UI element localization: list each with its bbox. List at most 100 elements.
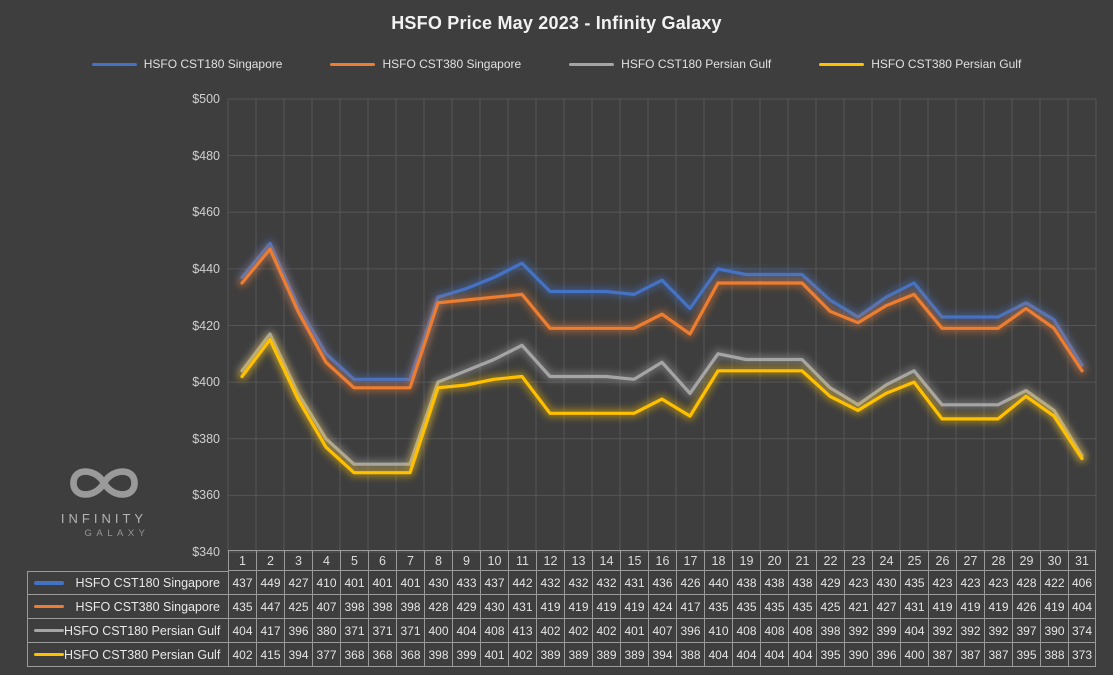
table-value-cell: 438 <box>760 571 788 595</box>
chart-legend: HSFO CST180 Singapore HSFO CST380 Singapo… <box>0 57 1113 71</box>
table-value-cell: 401 <box>368 571 396 595</box>
table-value-cell: 398 <box>368 595 396 619</box>
day-header-cell: 7 <box>396 550 424 571</box>
table-value-cell: 419 <box>1040 595 1068 619</box>
table-value-cell: 431 <box>900 595 928 619</box>
y-axis-tick-label: $360 <box>192 488 220 503</box>
table-value-cell: 389 <box>536 643 564 667</box>
chart-title: HSFO Price May 2023 - Infinity Galaxy <box>391 13 722 33</box>
table-value-cell: 401 <box>620 619 648 643</box>
day-header-cell: 19 <box>732 550 760 571</box>
table-value-cell: 392 <box>844 619 872 643</box>
table-value-cell: 404 <box>732 643 760 667</box>
table-value-cell: 389 <box>564 643 592 667</box>
table-value-cell: 402 <box>536 619 564 643</box>
day-header-cell: 17 <box>676 550 704 571</box>
table-value-cell: 368 <box>396 643 424 667</box>
table-value-cell: 435 <box>788 595 816 619</box>
table-value-cell: 423 <box>844 571 872 595</box>
table-value-cell: 435 <box>732 595 760 619</box>
table-value-cell: 402 <box>508 643 536 667</box>
table-value-cell: 419 <box>592 595 620 619</box>
table-value-cell: 435 <box>760 595 788 619</box>
table-value-cell: 410 <box>704 619 732 643</box>
y-axis-tick-label: $380 <box>192 431 220 446</box>
table-value-cell: 368 <box>340 643 368 667</box>
legend-swatch-line <box>330 62 376 66</box>
table-value-cell: 387 <box>984 643 1012 667</box>
table-value-cell: 425 <box>816 595 844 619</box>
day-header-cell: 13 <box>564 550 592 571</box>
legend-label: HSFO CST380 Singapore <box>382 57 522 71</box>
day-header-cell: 1 <box>228 550 256 571</box>
table-value-cell: 417 <box>256 619 284 643</box>
legend-item: HSFO CST180 Persian Gulf <box>569 57 771 71</box>
table-value-cell: 404 <box>760 643 788 667</box>
table-value-cell: 432 <box>536 571 564 595</box>
table-value-cell: 400 <box>424 619 452 643</box>
day-header-cell: 22 <box>816 550 844 571</box>
table-value-cell: 417 <box>676 595 704 619</box>
table-value-cell: 438 <box>732 571 760 595</box>
table-value-cell: 402 <box>228 643 256 667</box>
table-value-cell: 408 <box>732 619 760 643</box>
day-header-cell: 9 <box>452 550 480 571</box>
y-axis-tick-label: $400 <box>192 375 220 390</box>
table-value-cell: 426 <box>676 571 704 595</box>
table-value-cell: 419 <box>536 595 564 619</box>
table-value-cell: 400 <box>900 643 928 667</box>
day-header-cell: 28 <box>984 550 1012 571</box>
table-value-cell: 404 <box>228 619 256 643</box>
table-value-cell: 396 <box>676 619 704 643</box>
table-value-cell: 421 <box>844 595 872 619</box>
table-value-cell: 396 <box>284 619 312 643</box>
logo-text-galaxy: GALAXY <box>84 528 150 539</box>
table-value-cell: 398 <box>424 643 452 667</box>
day-header-cell: 27 <box>956 550 984 571</box>
table-value-cell: 394 <box>648 643 676 667</box>
legend-swatch-line <box>91 62 137 66</box>
table-value-cell: 387 <box>928 643 956 667</box>
table-value-cell: 432 <box>592 571 620 595</box>
table-value-cell: 401 <box>480 643 508 667</box>
day-header-cell: 26 <box>928 550 956 571</box>
table-value-cell: 389 <box>620 643 648 667</box>
table-value-cell: 440 <box>704 571 732 595</box>
day-header-cell: 31 <box>1068 550 1096 571</box>
table-value-cell: 404 <box>1068 595 1096 619</box>
data-table: 1 2 3 4 5 6 7 8 9 10 11 12 13 14 15 16 17 18 19 20 21 22 23 24 2… <box>27 550 1096 667</box>
table-value-cell: 447 <box>256 595 284 619</box>
day-header-cell: 5 <box>340 550 368 571</box>
series-line-hsfo-cst180-singapore <box>240 241 1084 381</box>
day-header-cell: 3 <box>284 550 312 571</box>
table-value-cell: 408 <box>480 619 508 643</box>
day-header-cell: 21 <box>788 550 816 571</box>
table-value-cell: 374 <box>1068 619 1096 643</box>
day-header-cell: 10 <box>480 550 508 571</box>
table-value-cell: 389 <box>592 643 620 667</box>
table-value-cell: 407 <box>312 595 340 619</box>
table-value-cell: 373 <box>1068 643 1096 667</box>
legend-label: HSFO CST380 Persian Gulf <box>871 57 1022 71</box>
table-value-cell: 392 <box>928 619 956 643</box>
series-name-label: HSFO CST180 Persian Gulf <box>64 623 221 638</box>
line-chart-plot-area <box>227 98 1097 553</box>
table-value-cell: 419 <box>928 595 956 619</box>
y-axis-tick-label: $460 <box>192 205 220 220</box>
table-value-cell: 423 <box>928 571 956 595</box>
series-line-hsfo-cst180-persian-gulf <box>240 332 1084 466</box>
table-value-cell: 435 <box>228 595 256 619</box>
table-value-cell: 377 <box>312 643 340 667</box>
table-value-cell: 406 <box>1068 571 1096 595</box>
table-value-cell: 399 <box>872 619 900 643</box>
table-value-cell: 368 <box>368 643 396 667</box>
table-value-cell: 427 <box>284 571 312 595</box>
table-value-cell: 415 <box>256 643 284 667</box>
legend-item: HSFO CST380 Persian Gulf <box>819 57 1021 71</box>
table-value-cell: 422 <box>1040 571 1068 595</box>
table-value-cell: 388 <box>1040 643 1068 667</box>
table-corner-spacer <box>27 550 228 571</box>
series-label-cell: HSFO CST180 Persian Gulf <box>27 619 228 643</box>
table-value-cell: 392 <box>956 619 984 643</box>
